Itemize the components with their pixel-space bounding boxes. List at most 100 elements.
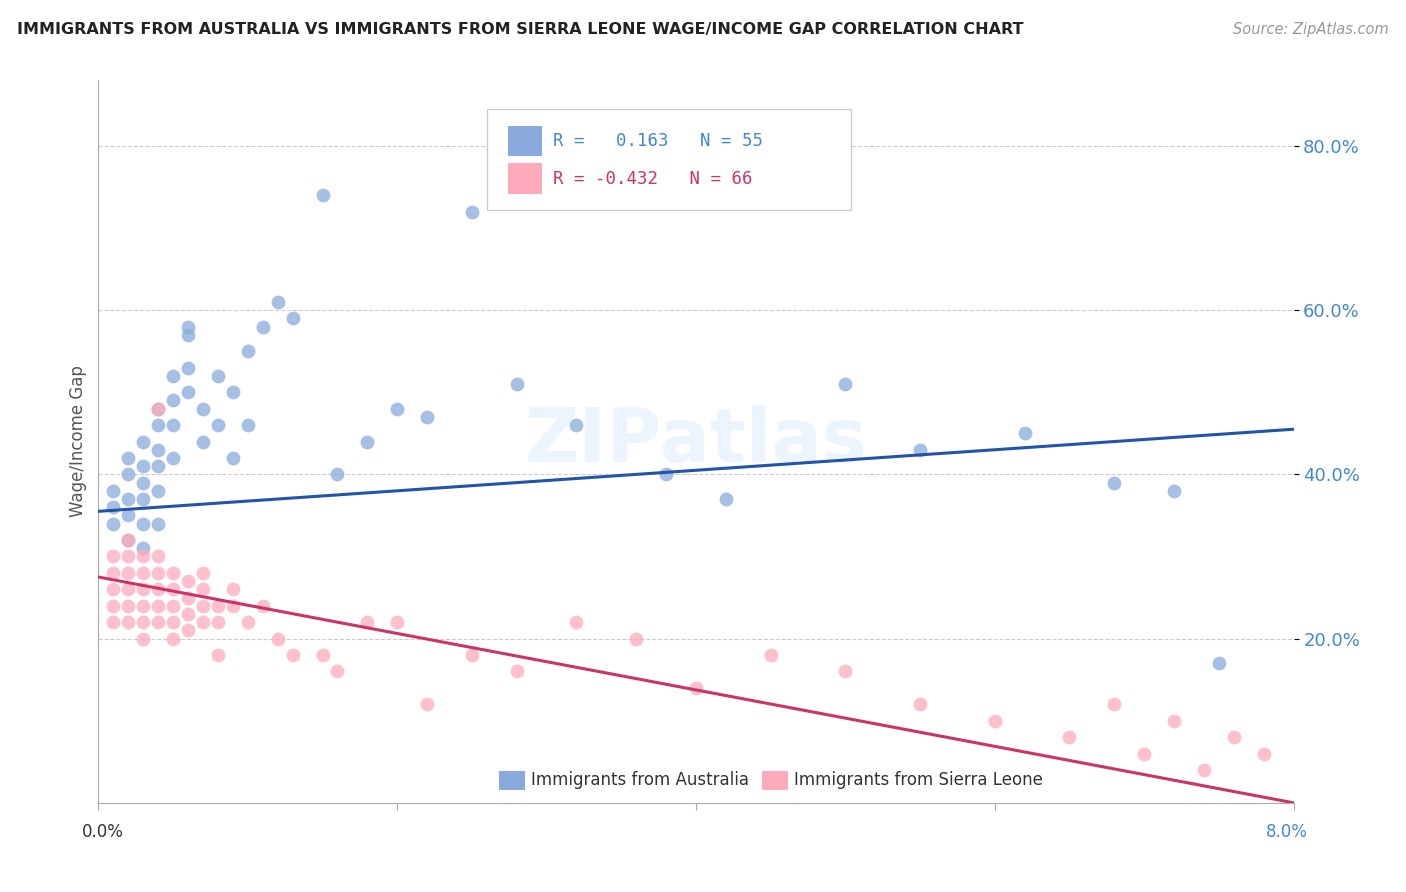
Point [1104, 698, 1126, 712]
Point [191, 582, 214, 597]
Point [132, 475, 155, 490]
Point [356, 434, 378, 449]
Point [685, 681, 707, 695]
Point [162, 582, 184, 597]
Point [177, 385, 200, 400]
Bar [499, 771, 524, 789]
Point [267, 295, 290, 310]
Point [1163, 483, 1185, 498]
Point [132, 632, 155, 646]
Point [148, 418, 170, 433]
Point [236, 418, 259, 433]
Point [162, 615, 184, 630]
Point [177, 574, 200, 588]
Point [148, 401, 170, 416]
Point [177, 319, 200, 334]
Point [162, 566, 184, 580]
Point [148, 516, 170, 531]
Point [655, 467, 678, 482]
Text: 8.0%: 8.0% [1265, 822, 1308, 840]
Point [326, 665, 349, 679]
Point [1133, 747, 1156, 761]
Point [148, 401, 170, 416]
Point [207, 599, 229, 613]
Point [132, 516, 155, 531]
Point [207, 368, 229, 383]
Text: IMMIGRANTS FROM AUSTRALIA VS IMMIGRANTS FROM SIERRA LEONE WAGE/INCOME GAP CORREL: IMMIGRANTS FROM AUSTRALIA VS IMMIGRANTS … [17, 22, 1024, 37]
Point [626, 632, 648, 646]
Point [177, 624, 200, 638]
Point [162, 632, 184, 646]
Point [222, 599, 245, 613]
Point [103, 516, 125, 531]
Point [117, 508, 139, 523]
Point [222, 582, 245, 597]
Point [908, 698, 931, 712]
Point [117, 615, 139, 630]
Point [416, 409, 439, 424]
Point [984, 714, 1007, 728]
Text: Source: ZipAtlas.com: Source: ZipAtlas.com [1233, 22, 1389, 37]
Point [252, 599, 274, 613]
Point [222, 385, 245, 400]
Point [148, 615, 170, 630]
Point [148, 549, 170, 564]
Point [132, 582, 155, 597]
Point [117, 467, 139, 482]
Point [461, 648, 484, 662]
Point [162, 599, 184, 613]
Point [311, 648, 333, 662]
Point [714, 491, 737, 506]
Point [191, 566, 214, 580]
Point [385, 401, 409, 416]
Point [191, 615, 214, 630]
Point [132, 459, 155, 474]
Point [117, 533, 139, 547]
FancyBboxPatch shape [486, 109, 852, 211]
Point [117, 549, 139, 564]
Point [759, 648, 782, 662]
Point [132, 541, 155, 556]
Point [177, 591, 200, 605]
Point [162, 418, 184, 433]
Point [236, 615, 259, 630]
Point [1163, 714, 1185, 728]
Point [565, 615, 588, 630]
Point [356, 615, 378, 630]
Text: R =   0.163   N = 55: R = 0.163 N = 55 [553, 132, 762, 150]
Point [834, 665, 856, 679]
Point [148, 442, 170, 457]
Point [117, 599, 139, 613]
Point [416, 698, 439, 712]
Point [506, 377, 529, 392]
Point [207, 648, 229, 662]
Point [565, 418, 588, 433]
Point [207, 615, 229, 630]
Point [132, 615, 155, 630]
Text: ZIPatlas: ZIPatlas [524, 405, 868, 478]
Point [117, 450, 139, 465]
Point [222, 450, 245, 465]
Point [103, 549, 125, 564]
Point [148, 483, 170, 498]
Point [148, 599, 170, 613]
Point [191, 434, 214, 449]
Text: 0.0%: 0.0% [82, 822, 124, 840]
Point [177, 327, 200, 342]
Point [148, 459, 170, 474]
Point [103, 500, 125, 515]
Point [132, 566, 155, 580]
Point [252, 319, 274, 334]
Point [236, 344, 259, 359]
Point [207, 418, 229, 433]
Point [311, 188, 333, 202]
Point [1253, 747, 1275, 761]
Point [1208, 657, 1230, 671]
Point [177, 607, 200, 621]
Point [162, 368, 184, 383]
Point [117, 582, 139, 597]
Point [103, 483, 125, 498]
Point [132, 434, 155, 449]
Point [326, 467, 349, 482]
Point [103, 615, 125, 630]
